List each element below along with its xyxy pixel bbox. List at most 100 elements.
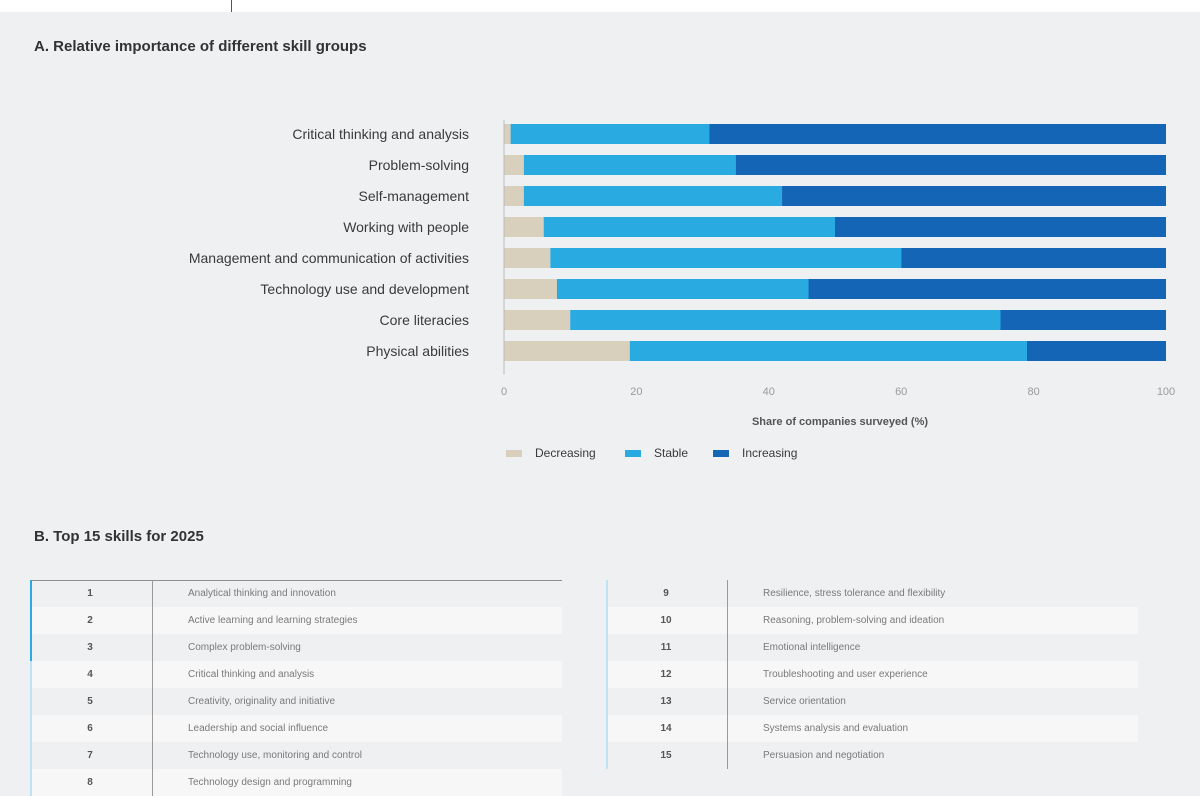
row-accent-bar (30, 769, 32, 796)
skill-name: Technology use, monitoring and control (188, 750, 362, 761)
legend-swatch-stable (625, 450, 641, 457)
x-tick-label: 0 (501, 386, 507, 398)
row-accent-bar (30, 607, 32, 634)
x-tick-label: 40 (763, 386, 775, 398)
category-label: Critical thinking and analysis (292, 126, 469, 142)
chart-title: A. Relative importance of different skil… (34, 38, 367, 55)
column-separator (152, 661, 153, 688)
bar-segment-decreasing (504, 248, 551, 268)
row-accent-bar (30, 661, 32, 688)
bar-segment-decreasing (504, 341, 630, 361)
column-separator (152, 769, 153, 796)
table-row: 13 Service orientation (606, 688, 1138, 715)
category-label: Management and communication of activiti… (189, 250, 469, 266)
legend-label-decreasing: Decreasing (535, 446, 596, 460)
skill-rank: 3 (87, 642, 93, 653)
skill-name: Persuasion and negotiation (763, 750, 885, 761)
x-tick-label: 60 (895, 386, 907, 398)
column-separator (727, 661, 728, 688)
table-row: 4 Critical thinking and analysis (30, 661, 562, 688)
row-accent-bar (606, 607, 608, 634)
bar-segment-increasing (1026, 341, 1166, 361)
table-row: 15 Persuasion and negotiation (606, 742, 1138, 769)
skill-name: Analytical thinking and innovation (188, 588, 336, 599)
row-accent-bar (606, 634, 608, 661)
skill-name: Complex problem-solving (188, 642, 301, 653)
row-accent-bar (606, 742, 608, 769)
table-row: 2 Active learning and learning strategies (30, 607, 562, 634)
row-accent-bar (30, 634, 32, 661)
skill-name: Creativity, originality and initiative (188, 696, 336, 707)
bar-segment-stable (523, 155, 736, 175)
table-row: 5 Creativity, originality and initiative (30, 688, 562, 715)
x-tick-label: 20 (630, 386, 642, 398)
bar-segment-decreasing (504, 124, 511, 144)
bar-segment-stable (550, 248, 902, 268)
row-accent-bar (30, 742, 32, 769)
skill-name: Critical thinking and analysis (188, 669, 315, 680)
column-separator (152, 580, 153, 607)
column-separator (152, 742, 153, 769)
bar-segment-decreasing (504, 279, 557, 299)
skill-name: Service orientation (763, 696, 846, 707)
skill-rank: 8 (87, 777, 93, 788)
skill-name: Active learning and learning strategies (188, 615, 358, 626)
column-separator (727, 688, 728, 715)
x-axis-label: Share of companies surveyed (%) (752, 416, 928, 428)
table-row: 9 Resilience, stress tolerance and flexib… (606, 580, 1138, 607)
bar-segment-stable (556, 279, 809, 299)
x-tick-label: 100 (1157, 386, 1175, 398)
skill-rank: 1 (87, 588, 93, 599)
legend-swatch-increasing (713, 450, 729, 457)
category-label: Technology use and development (260, 281, 469, 297)
bar-segment-increasing (782, 186, 1166, 206)
bar-segment-stable (543, 217, 835, 237)
skills-table-right: 9 Resilience, stress tolerance and flexib… (606, 580, 1138, 769)
bar-segment-increasing (709, 124, 1166, 144)
legend-swatch-decreasing (506, 450, 522, 457)
table-top-rule (30, 580, 562, 581)
table-row: 11 Emotional intelligence (606, 634, 1138, 661)
row-accent-bar (30, 688, 32, 715)
column-separator (727, 580, 728, 607)
column-separator (727, 607, 728, 634)
column-separator (727, 742, 728, 769)
legend-label-increasing: Increasing (742, 446, 797, 460)
skill-name: Troubleshooting and user experience (763, 669, 928, 680)
table-row: 12 Troubleshooting and user experience (606, 661, 1138, 688)
table-row: 1 Analytical thinking and innovation (30, 580, 562, 607)
skill-name: Reasoning, problem-solving and ideation (763, 615, 945, 626)
skill-rank: 2 (87, 615, 93, 626)
skill-rank: 12 (660, 669, 672, 680)
bar-segment-increasing (835, 217, 1166, 237)
bar-segment-decreasing (504, 155, 524, 175)
table-row: 8 Technology design and programming (30, 769, 562, 796)
skill-rank: 7 (87, 750, 93, 761)
skill-rank: 13 (660, 696, 672, 707)
stacked-bar-chart: Critical thinking and analysis Problem-so… (189, 120, 1175, 460)
column-separator (727, 715, 728, 742)
table-row: 3 Complex problem-solving (30, 634, 562, 661)
bar-segment-increasing (735, 155, 1166, 175)
skill-rank: 5 (87, 696, 93, 707)
bar-segment-increasing (808, 279, 1166, 299)
top-strip-tick (231, 0, 232, 12)
category-label: Working with people (343, 219, 469, 235)
category-label: Physical abilities (366, 343, 469, 359)
bar-segment-decreasing (504, 310, 571, 330)
category-label: Problem-solving (369, 157, 469, 173)
column-separator (152, 715, 153, 742)
skill-name: Technology design and programming (188, 777, 352, 788)
table-row: 10 Reasoning, problem-solving and ideatio… (606, 607, 1138, 634)
skill-rank: 14 (660, 723, 672, 734)
row-accent-bar (606, 688, 608, 715)
bar-segment-increasing (1000, 310, 1166, 330)
skills-table-title: B. Top 15 skills for 2025 (34, 528, 204, 545)
table-row: 7 Technology use, monitoring and control (30, 742, 562, 769)
skill-name: Systems analysis and evaluation (763, 723, 909, 734)
skill-name: Emotional intelligence (763, 642, 861, 653)
bar-segment-increasing (901, 248, 1166, 268)
table-row: 14 Systems analysis and evaluation (606, 715, 1138, 742)
bar-segment-stable (629, 341, 1027, 361)
bar-segment-stable (523, 186, 783, 206)
